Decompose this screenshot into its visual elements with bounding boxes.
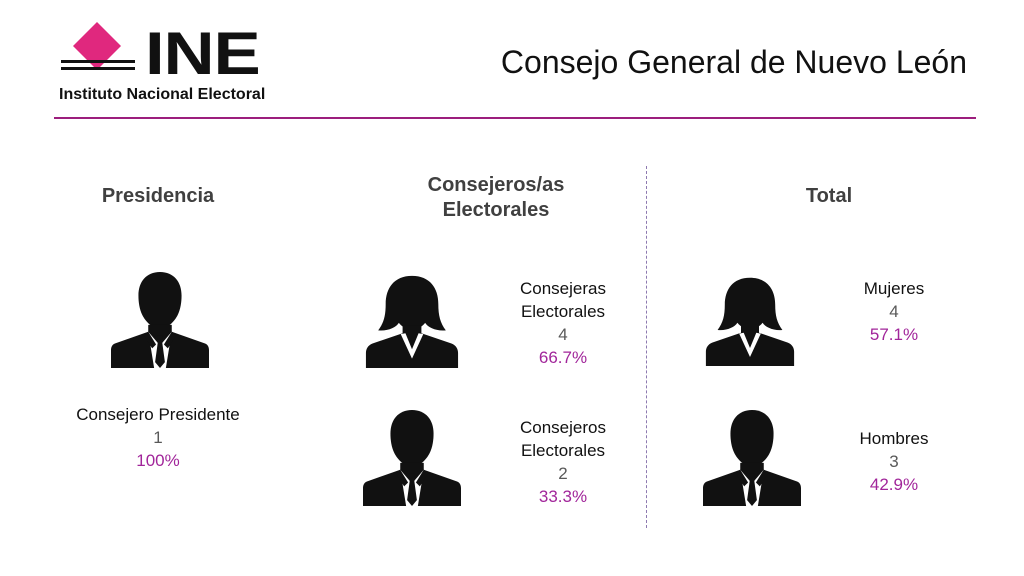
- stat-label: Consejero Presidente: [76, 405, 240, 424]
- stat-count: 2: [558, 464, 568, 483]
- section-title-presidencia: Presidencia: [101, 185, 215, 207]
- stat-label-line2: Electorales: [520, 441, 606, 460]
- stat-percent: 66.7%: [538, 348, 588, 367]
- stat-consejeros: Consejeros Electorales 2 33.3%: [503, 416, 623, 508]
- stat-count: 4: [889, 302, 899, 321]
- stat-percent: 100%: [136, 451, 180, 470]
- logo-subtitle: Instituto Nacional Electoral: [59, 86, 266, 103]
- logo-wordmark: INE: [145, 20, 261, 87]
- man-icon: [703, 409, 801, 506]
- header-divider: [54, 117, 976, 119]
- man-icon: [363, 409, 461, 506]
- stat-mujeres: Mujeres 4 57.1%: [834, 277, 954, 346]
- stat-percent: 42.9%: [869, 475, 919, 494]
- stat-label-line1: Consejeros: [520, 418, 606, 437]
- ballot-box-logo-icon: [61, 22, 135, 70]
- section-title-line2: Electorales: [442, 199, 550, 221]
- stat-count: 4: [558, 325, 568, 344]
- stat-label: Hombres: [859, 429, 929, 448]
- man-icon: [111, 271, 209, 368]
- stat-count: 3: [889, 452, 899, 471]
- stat-hombres: Hombres 3 42.9%: [834, 427, 954, 496]
- stat-consejero-presidente: Consejero Presidente 1 100%: [58, 403, 258, 472]
- ine-logo: INE Instituto Nacional Electoral: [57, 20, 307, 108]
- stat-consejeras: Consejeras Electorales 4 66.7%: [503, 277, 623, 369]
- stat-label: Mujeres: [863, 279, 925, 298]
- section-title-line1: Consejeros/as: [427, 174, 565, 196]
- column-divider: [646, 166, 647, 528]
- page-title: Consejo General de Nuevo León: [500, 44, 967, 80]
- stat-count: 1: [153, 428, 163, 447]
- stat-label-line1: Consejeras: [520, 279, 606, 298]
- stat-percent: 57.1%: [869, 325, 919, 344]
- section-title-total: Total: [805, 185, 853, 207]
- stat-label-line2: Electorales: [520, 302, 606, 321]
- section-title-consejeros: Consejeros/as Electorales: [396, 173, 596, 223]
- woman-icon: [705, 277, 795, 366]
- stat-percent: 33.3%: [538, 487, 588, 506]
- woman-icon: [365, 275, 459, 368]
